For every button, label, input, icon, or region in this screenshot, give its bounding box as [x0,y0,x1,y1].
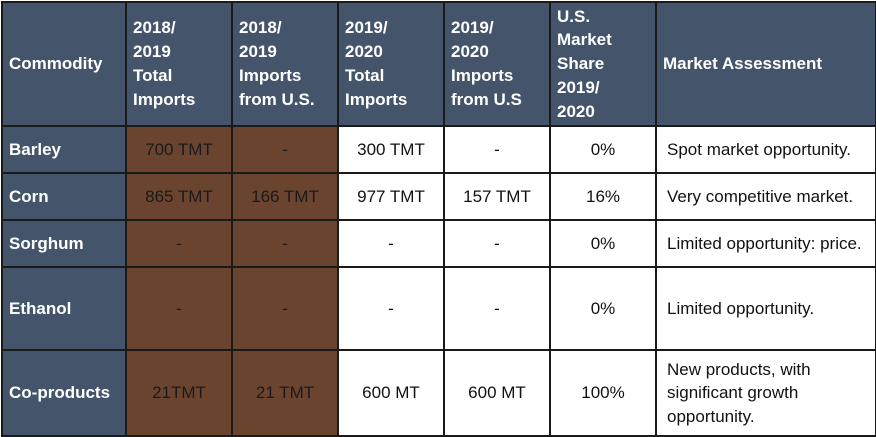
total-imports-2019-2020-cell: - [337,266,445,351]
market-share-cell: 0% [549,125,657,174]
us-imports-2019-2020-cell: - [443,125,551,174]
market-assessment-cell: Very competitive market. [655,172,876,221]
header-total-imports-2019-2020: 2019/ 2020 Total Imports [337,1,445,127]
us-imports-2019-2020-cell: 600 MT [443,349,551,437]
header-us-imports-2019-2020: 2019/ 2020 Imports from U.S [443,1,551,127]
market-share-cell: 0% [549,266,657,351]
header-market-assessment: Market Assessment [655,1,876,127]
market-share-cell: 0% [549,219,657,268]
us-imports-2018-2019-cell: 166 TMT [231,172,339,221]
us-imports-2018-2019-cell: - [231,219,339,268]
market-assessment-cell: New products, with significant growth op… [655,349,876,437]
total-imports-2019-2020-cell: 600 MT [337,349,445,437]
header-us-market-share: U.S. Market Share 2019/ 2020 [549,1,657,127]
total-imports-2019-2020-cell: 977 TMT [337,172,445,221]
commodity-cell: Corn [1,172,127,221]
us-imports-2019-2020-cell: - [443,266,551,351]
header-total-imports-2018-2019: 2018/ 2019 Total Imports [125,1,233,127]
total-imports-2018-2019-cell: 21TMT [125,349,233,437]
total-imports-2018-2019-cell: 700 TMT [125,125,233,174]
table-row: Corn 865 TMT 166 TMT 977 TMT 157 TMT 16%… [1,172,876,221]
market-assessment-cell: Spot market opportunity. [655,125,876,174]
table-row: Co-products 21TMT 21 TMT 600 MT 600 MT 1… [1,349,876,437]
total-imports-2018-2019-cell: - [125,219,233,268]
commodity-cell: Ethanol [1,266,127,351]
commodity-cell: Sorghum [1,219,127,268]
us-imports-2018-2019-cell: - [231,266,339,351]
market-assessment-cell: Limited opportunity. [655,266,876,351]
market-share-cell: 16% [549,172,657,221]
market-share-cell: 100% [549,349,657,437]
total-imports-2019-2020-cell: - [337,219,445,268]
header-row: Commodity 2018/ 2019 Total Imports 2018/… [1,1,876,127]
commodity-cell: Co-products [1,349,127,437]
us-imports-2019-2020-cell: - [443,219,551,268]
header-us-imports-2018-2019: 2018/ 2019 Imports from U.S. [231,1,339,127]
market-assessment-cell: Limited opportunity: price. [655,219,876,268]
table-row: Sorghum - - - - 0% Limited opportunity: … [1,219,876,268]
total-imports-2018-2019-cell: 865 TMT [125,172,233,221]
table-row: Barley 700 TMT - 300 TMT - 0% Spot marke… [1,125,876,174]
commodity-cell: Barley [1,125,127,174]
total-imports-2019-2020-cell: 300 TMT [337,125,445,174]
us-imports-2019-2020-cell: 157 TMT [443,172,551,221]
table-row: Ethanol - - - - 0% Limited opportunity. [1,266,876,351]
header-commodity: Commodity [1,1,127,127]
us-imports-2018-2019-cell: 21 TMT [231,349,339,437]
total-imports-2018-2019-cell: - [125,266,233,351]
us-imports-2018-2019-cell: - [231,125,339,174]
